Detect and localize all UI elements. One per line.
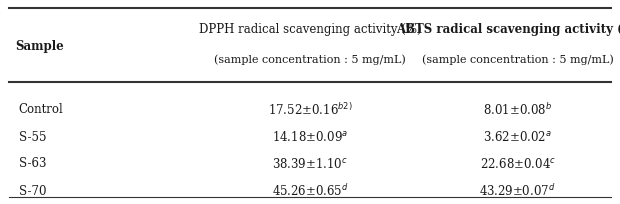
Text: 14.18±0.09$^{a}$: 14.18±0.09$^{a}$: [272, 130, 348, 144]
Text: Control: Control: [19, 103, 63, 116]
Text: 8.01±0.08$^{b}$: 8.01±0.08$^{b}$: [483, 101, 552, 117]
Text: 17.52±0.16$^{b2)}$: 17.52±0.16$^{b2)}$: [268, 101, 352, 117]
Text: S-70: S-70: [19, 184, 46, 197]
Text: ABTS radical scavenging activity (%): ABTS radical scavenging activity (%): [396, 23, 620, 36]
Text: (sample concentration : 5 mg/mL): (sample concentration : 5 mg/mL): [422, 54, 614, 64]
Text: (sample concentration : 5 mg/mL): (sample concentration : 5 mg/mL): [214, 54, 406, 64]
Text: 43.29±0.07$^{d}$: 43.29±0.07$^{d}$: [479, 182, 556, 198]
Text: 3.62±0.02$^{a}$: 3.62±0.02$^{a}$: [484, 130, 552, 144]
Text: DPPH radical scavenging activity (%): DPPH radical scavenging activity (%): [198, 23, 422, 36]
Text: S-63: S-63: [19, 157, 46, 170]
Text: 45.26±0.65$^{d}$: 45.26±0.65$^{d}$: [272, 182, 348, 198]
Text: 38.39±1.10$^{c}$: 38.39±1.10$^{c}$: [272, 156, 348, 170]
Text: S-55: S-55: [19, 130, 46, 143]
Text: 22.68±0.04$^{c}$: 22.68±0.04$^{c}$: [480, 156, 556, 170]
Text: Sample: Sample: [16, 39, 64, 52]
